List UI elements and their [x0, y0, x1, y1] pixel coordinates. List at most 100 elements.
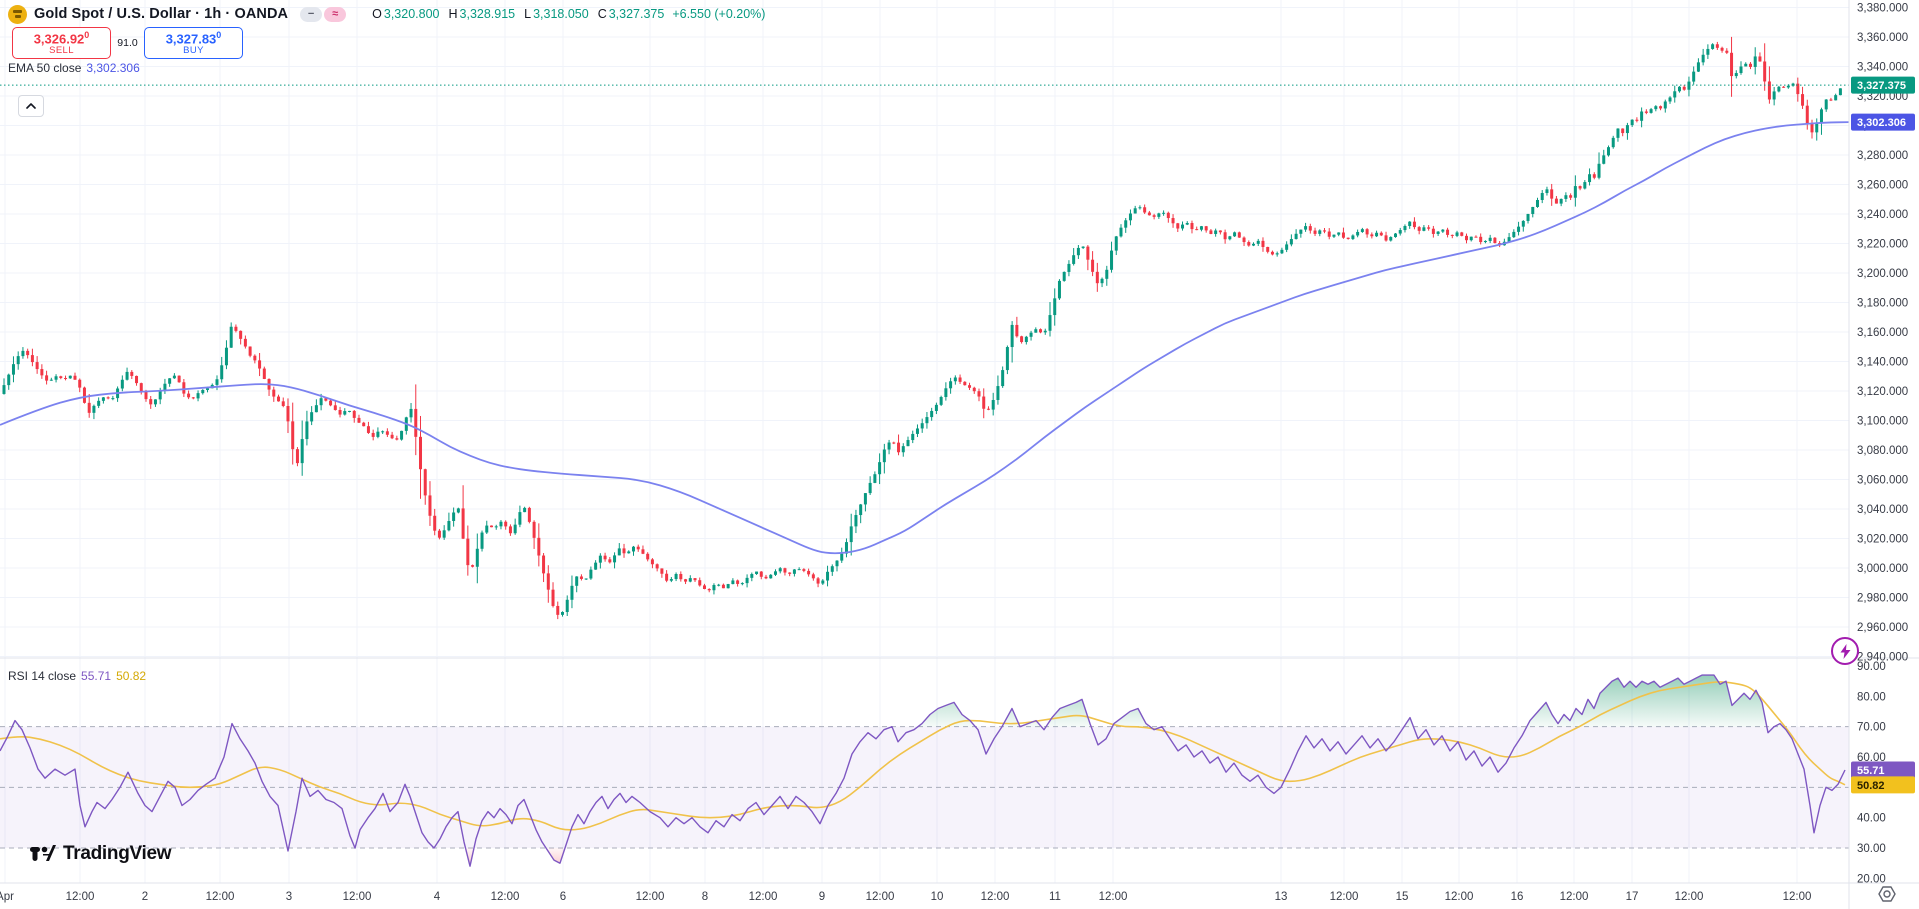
time-axis-label: 12:00: [1445, 891, 1474, 903]
candle-body: [911, 433, 915, 441]
rsi-axis-label: 30.00: [1857, 843, 1886, 855]
candle-body: [253, 355, 257, 361]
candle-body: [1417, 227, 1421, 231]
candle-body: [73, 375, 77, 380]
candle-body: [589, 569, 593, 579]
candle-body: [1777, 86, 1781, 92]
time-axis-settings-button[interactable]: [1874, 882, 1900, 906]
candle-body: [594, 562, 598, 570]
open-label: O: [372, 7, 382, 21]
rsi-oversold-fill: [546, 848, 565, 864]
candle-body: [135, 375, 139, 384]
candle-body: [915, 428, 919, 434]
wave-toggle-icon[interactable]: ≈: [324, 6, 347, 22]
candle-body: [1507, 237, 1511, 242]
candle-body: [229, 326, 233, 348]
time-axis-label: 10: [931, 891, 944, 903]
symbol-title[interactable]: Gold Spot / U.S. Dollar · 1h · OANDA: [34, 6, 289, 22]
candle-body: [1573, 186, 1577, 198]
rsi-legend[interactable]: RSI 14 close 55.71 50.82: [8, 669, 146, 683]
candle-body: [1673, 91, 1677, 98]
candle-body: [130, 371, 134, 376]
candle-body: [258, 360, 262, 369]
ema-legend-label: EMA 50 close: [8, 61, 82, 75]
candle-body: [693, 578, 697, 581]
candle-body: [409, 408, 413, 418]
candle-body: [277, 396, 281, 402]
candle-body: [1753, 56, 1757, 67]
candle-body: [565, 599, 569, 613]
candle-body: [1744, 63, 1748, 67]
candle-body: [963, 381, 967, 386]
candle-body: [537, 537, 541, 556]
candle-body: [1531, 206, 1535, 214]
candle-body: [674, 573, 678, 580]
candle-body: [30, 355, 34, 363]
price-axis-bg[interactable]: [1850, 0, 1919, 909]
candle-body: [1379, 232, 1383, 236]
time-axis-label: 15: [1396, 891, 1409, 903]
candle-body: [1053, 298, 1057, 316]
candle-body: [518, 512, 522, 525]
time-axis-label: Apr: [0, 891, 14, 903]
candle-body: [1010, 324, 1014, 348]
candle-body: [485, 525, 489, 533]
rsi-value-badge-text: 55.71: [1857, 765, 1885, 777]
candle-body: [556, 605, 560, 615]
rsi-band: [0, 726, 1849, 848]
candle-body: [475, 548, 479, 567]
price-axis-label: 3,000.000: [1857, 563, 1908, 575]
candle-body: [745, 577, 749, 584]
candle-body: [201, 389, 205, 394]
buy-button[interactable]: 3,327.830 BUY: [144, 27, 243, 59]
price-axis-label: 3,060.000: [1857, 475, 1908, 487]
candle-body: [1422, 227, 1426, 231]
candle-body: [1427, 227, 1431, 229]
candle-body: [1176, 223, 1180, 229]
candle-body: [54, 376, 58, 380]
candle-body: [702, 585, 706, 590]
gold-coin-icon: [8, 4, 27, 24]
minus-toggle-icon[interactable]: −: [300, 6, 323, 22]
candle-body: [1782, 86, 1786, 88]
candle-body: [1252, 243, 1256, 246]
rsi-axis-label: 40.00: [1857, 813, 1886, 825]
ohlc-readout: O 3,320.800 H 3,328.915 L 3,318.050 C 3,…: [372, 7, 765, 21]
candle-body: [717, 584, 721, 586]
candle-body: [523, 507, 527, 513]
price-axis-label: 3,120.000: [1857, 386, 1908, 398]
time-axis-bg[interactable]: [0, 884, 1919, 909]
candle-body: [1024, 336, 1028, 343]
candle-body: [1299, 229, 1303, 234]
candle-body: [149, 399, 153, 405]
rsi-value-badge: [1851, 761, 1915, 779]
candle-body: [1086, 246, 1090, 260]
time-axis-label: 12:00: [1330, 891, 1359, 903]
candle-body: [1834, 95, 1838, 101]
candle-body: [1256, 240, 1260, 244]
candle-body: [177, 375, 181, 383]
candle-body: [1441, 229, 1445, 232]
collapse-legend-button[interactable]: [18, 95, 44, 117]
candle-body: [1057, 280, 1061, 299]
time-axis-label: 12:00: [343, 891, 372, 903]
candle-body: [153, 399, 157, 405]
candle-body: [627, 551, 631, 554]
ema-legend[interactable]: EMA 50 close 3,302.306: [8, 61, 140, 75]
lightning-button[interactable]: [1831, 637, 1859, 665]
candle-body: [897, 442, 901, 453]
candle-body: [92, 405, 96, 413]
candle-body: [1559, 198, 1563, 204]
candle-body: [844, 542, 848, 554]
tradingview-logo[interactable]: TradingView: [30, 843, 172, 865]
price-axis-label: 2,960.000: [1857, 622, 1908, 634]
candle-body: [111, 398, 115, 400]
candle-body: [1767, 81, 1771, 100]
sell-button[interactable]: 3,326.920 SELL: [12, 27, 111, 59]
candle-body: [1450, 234, 1454, 236]
candle-body: [206, 388, 210, 390]
candle-body: [712, 585, 716, 591]
candle-body: [419, 436, 423, 470]
rsi-axis-label: 20.00: [1857, 873, 1886, 885]
